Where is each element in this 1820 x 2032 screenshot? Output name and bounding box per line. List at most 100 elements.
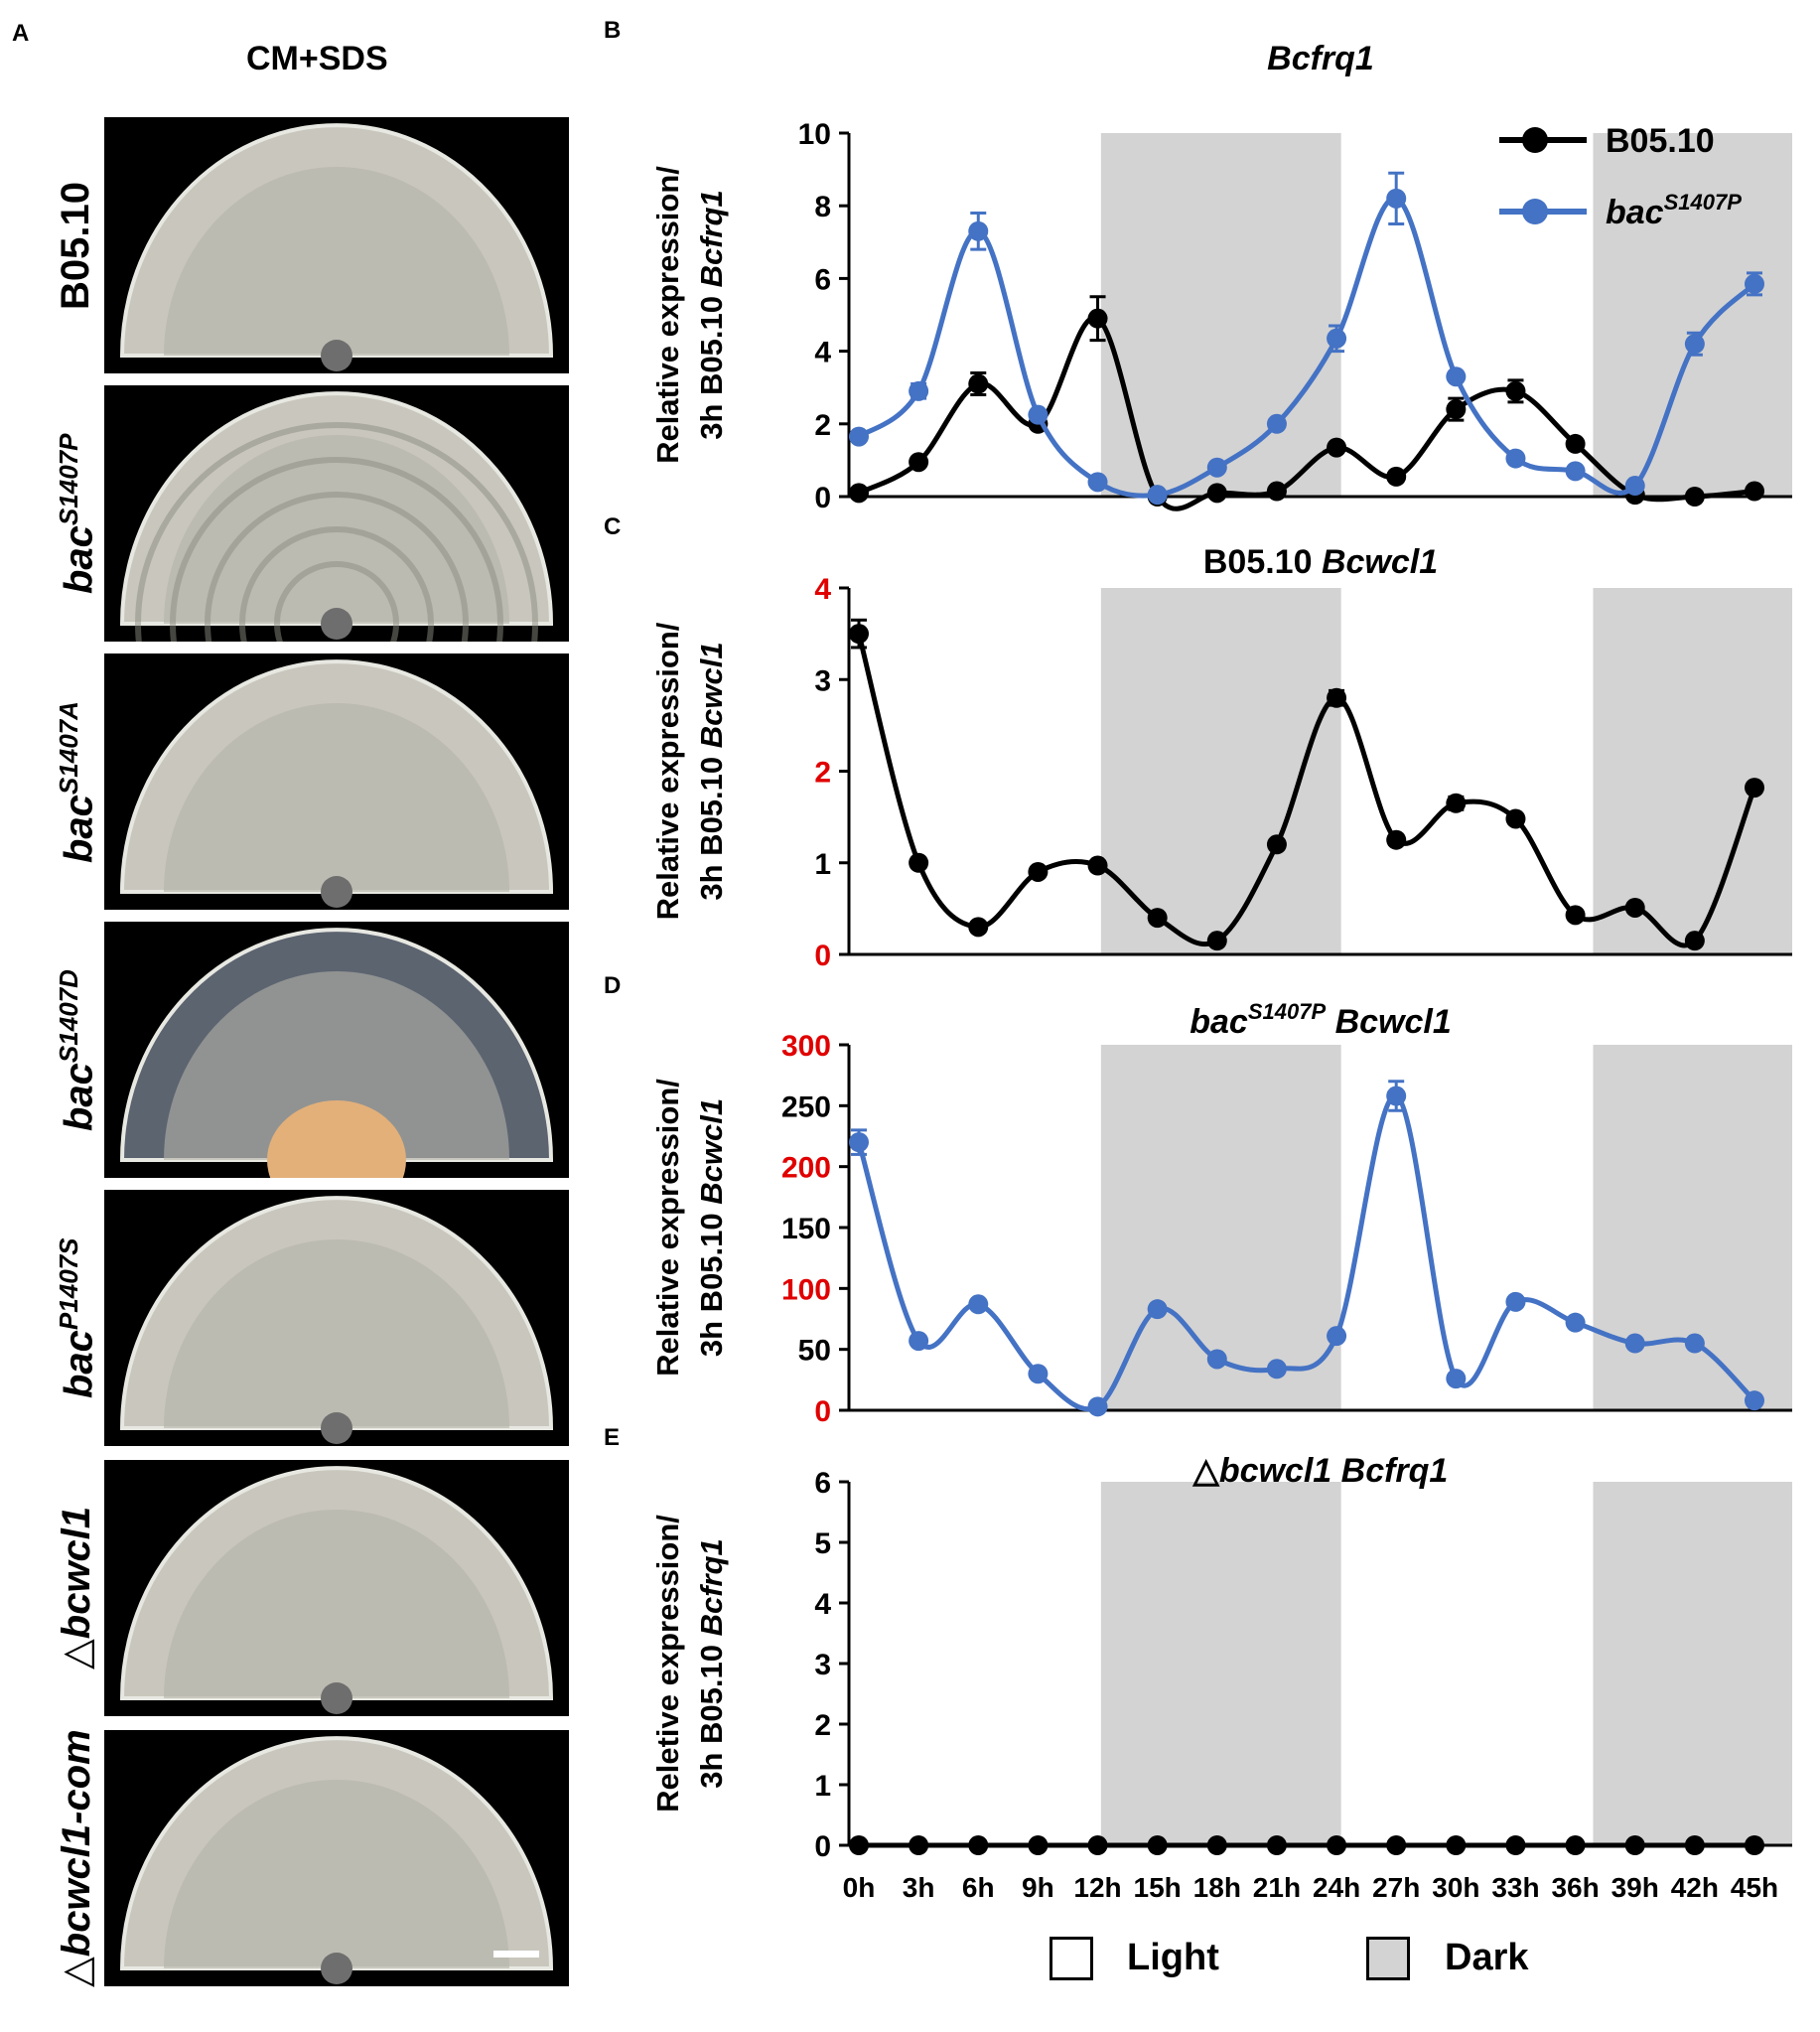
data-point bbox=[1206, 457, 1227, 478]
y-tick-label: 6 bbox=[814, 1467, 831, 1500]
x-tick-label: 18h bbox=[1193, 1872, 1241, 1903]
data-point bbox=[1327, 437, 1347, 458]
data-point bbox=[1206, 1835, 1227, 1855]
legend-marker bbox=[1522, 199, 1548, 224]
x-tick-label: 12h bbox=[1073, 1872, 1121, 1903]
data-point bbox=[1565, 905, 1586, 926]
plate-photo bbox=[104, 117, 569, 373]
chart-title-delta: △ bbox=[1192, 1452, 1220, 1490]
chart-panel-b: B 0 2 4 6 8 10 Relative expression/3h B05.10 Bc… bbox=[604, 17, 1792, 514]
y-axis-label-gene: Bcfrq1 bbox=[694, 1538, 729, 1636]
y-tick-label: 200 bbox=[781, 1152, 831, 1185]
panel-letter-a: A bbox=[12, 20, 30, 47]
y-axis-label-line2: 3h B05.10 Bcwcl1 bbox=[694, 642, 729, 900]
y-axis-label-plain: 3h B05.10 bbox=[694, 1636, 729, 1788]
y-tick-label: 8 bbox=[814, 191, 831, 223]
data-point bbox=[849, 1132, 869, 1153]
chart-panel-e: E 0 1 2 3 4 5 6 Reletive expression/3h B05.10 Bc… bbox=[604, 1424, 1792, 1903]
x-tick-label: 21h bbox=[1253, 1872, 1301, 1903]
panel-letter: B bbox=[604, 17, 621, 44]
data-point bbox=[1565, 461, 1586, 482]
y-tick-label: 300 bbox=[781, 1030, 831, 1063]
data-point bbox=[1624, 897, 1645, 918]
x-tick-label: 45h bbox=[1731, 1872, 1778, 1903]
data-point bbox=[1745, 481, 1764, 502]
data-point bbox=[1565, 1835, 1586, 1855]
data-point bbox=[1087, 472, 1108, 493]
x-tick-label: 6h bbox=[962, 1872, 995, 1903]
x-tick-label: 39h bbox=[1611, 1872, 1659, 1903]
legend-marker bbox=[1522, 127, 1548, 153]
chart-title-superscript: S1407P bbox=[1248, 999, 1327, 1024]
x-tick-label: 15h bbox=[1134, 1872, 1182, 1903]
data-point bbox=[1446, 1835, 1467, 1855]
data-point bbox=[849, 483, 869, 504]
y-axis-label-gene: Bcwcl1 bbox=[694, 1098, 729, 1205]
data-point bbox=[1327, 1835, 1347, 1855]
data-point bbox=[968, 1835, 989, 1855]
dark-period-shade bbox=[1593, 1045, 1792, 1410]
chart-title: bacS1407P Bcwcl1 bbox=[1190, 999, 1452, 1041]
data-point bbox=[1505, 380, 1526, 401]
x-tick-label: 24h bbox=[1313, 1872, 1360, 1903]
chart-title: △bcwcl1 Bcfrq1 bbox=[1192, 1452, 1449, 1490]
data-point bbox=[1087, 308, 1108, 329]
y-axis-label-plain: 3h B05.10 bbox=[694, 287, 729, 439]
data-point bbox=[849, 624, 869, 645]
data-point bbox=[1446, 793, 1467, 813]
data-point bbox=[1684, 334, 1705, 355]
data-point bbox=[1684, 1835, 1705, 1855]
data-point bbox=[1386, 466, 1407, 487]
panel-letter: D bbox=[604, 972, 621, 999]
data-point bbox=[1266, 1835, 1287, 1855]
plate-photo bbox=[104, 653, 569, 910]
legend-label: bacS1407P bbox=[1606, 190, 1742, 231]
dark-period-shade bbox=[1100, 1482, 1341, 1845]
y-axis-label-gene: Bcwcl1 bbox=[694, 642, 729, 748]
y-tick-label: 3 bbox=[814, 664, 831, 697]
y-tick-label: 1 bbox=[814, 848, 831, 881]
x-tick-label: 30h bbox=[1432, 1872, 1479, 1903]
y-axis-label-line1: Reletive expression/ bbox=[650, 1515, 685, 1813]
data-point bbox=[909, 380, 929, 401]
data-point bbox=[849, 1835, 869, 1855]
data-point bbox=[1684, 487, 1705, 507]
data-point bbox=[1745, 778, 1764, 798]
y-tick-label: 0 bbox=[814, 482, 831, 514]
x-tick-label: 42h bbox=[1671, 1872, 1719, 1903]
y-axis-label-plain: 3h B05.10 bbox=[694, 748, 729, 900]
data-point bbox=[1386, 1086, 1407, 1106]
y-tick-label: 0 bbox=[814, 1830, 831, 1863]
y-tick-label: 3 bbox=[814, 1649, 831, 1681]
data-point bbox=[1206, 931, 1227, 951]
data-point bbox=[1206, 1349, 1227, 1370]
data-point bbox=[1087, 855, 1108, 876]
chart-title: Bcfrq1 bbox=[1267, 40, 1374, 77]
plate-photo bbox=[104, 1460, 569, 1716]
x-tick-label: 36h bbox=[1551, 1872, 1599, 1903]
x-tick-label: 33h bbox=[1491, 1872, 1539, 1903]
data-point bbox=[909, 852, 929, 873]
chart-title-gene: bcwcl1 Bcfrq1 bbox=[1219, 1452, 1449, 1490]
chart-title-strain: bac bbox=[1190, 1003, 1248, 1041]
panel-a-column-title: CM+SDS bbox=[246, 40, 388, 77]
data-point bbox=[968, 220, 989, 241]
data-point bbox=[1624, 476, 1645, 497]
data-point bbox=[1446, 399, 1467, 420]
x-tick-label: 27h bbox=[1372, 1872, 1420, 1903]
data-point bbox=[1327, 1326, 1347, 1347]
dark-period-shade bbox=[1593, 133, 1792, 497]
data-point bbox=[1684, 1333, 1705, 1354]
y-tick-label: 150 bbox=[781, 1213, 831, 1245]
data-point bbox=[909, 1331, 929, 1352]
data-point bbox=[1147, 485, 1168, 506]
light-legend-label: Light bbox=[1127, 1937, 1219, 1978]
x-tick-label: 3h bbox=[903, 1872, 935, 1903]
y-axis-label-line2: 3h B05.10 Bcfrq1 bbox=[694, 190, 729, 440]
data-point bbox=[1565, 1312, 1586, 1333]
y-axis-label-gene: Bcfrq1 bbox=[694, 190, 729, 287]
x-tick-label: 0h bbox=[843, 1872, 876, 1903]
light-legend-swatch bbox=[1050, 1937, 1093, 1980]
data-point bbox=[1745, 1390, 1764, 1411]
data-point bbox=[1505, 1835, 1526, 1855]
